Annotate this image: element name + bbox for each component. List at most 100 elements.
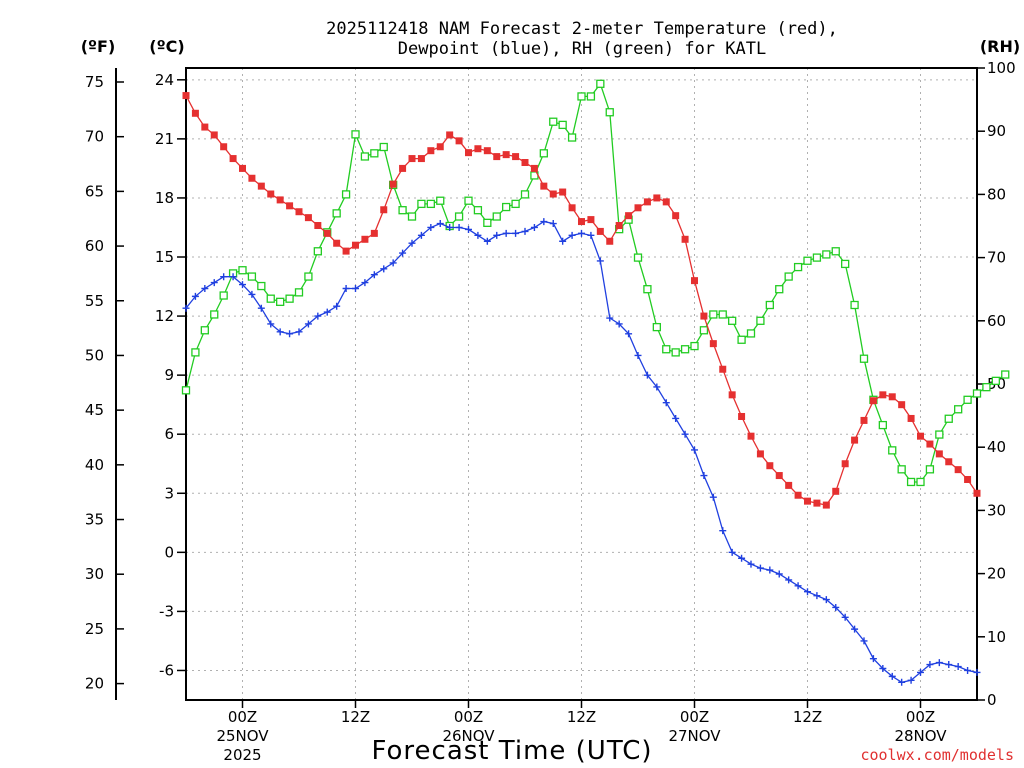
rh-point	[775, 285, 784, 294]
fahrenheit-axis: 75 70 65 60 55 50 45 40 35 30 25 20	[85, 73, 124, 693]
rh-point	[181, 386, 191, 395]
rh-point	[454, 212, 464, 221]
dewpoint-point	[493, 231, 501, 239]
temperature-point	[323, 229, 331, 237]
rh-line	[185, 82, 1006, 483]
rh-point	[351, 130, 360, 139]
dewpoint-point	[201, 285, 209, 293]
dewpoint-point	[832, 603, 840, 611]
rh-point	[266, 294, 275, 303]
temperature-point	[643, 198, 651, 206]
temperature-point	[728, 391, 736, 399]
rh-point	[784, 272, 793, 281]
rh-point	[699, 326, 709, 335]
dewpoint-point	[559, 237, 567, 245]
rh-point	[558, 120, 567, 130]
x-axis-label: Forecast Time (UTC)	[371, 736, 652, 766]
temperature-point	[832, 487, 840, 495]
celsius-tick-label: 15	[155, 248, 174, 266]
temperature-point	[380, 206, 388, 214]
dewpoint-point	[813, 592, 821, 600]
temperature-point	[822, 501, 830, 509]
dewpoint-point	[907, 676, 915, 684]
temperature-point	[907, 414, 915, 422]
rh-point	[539, 149, 548, 158]
rh-point	[972, 389, 982, 398]
date-tick-label: 25NOV	[216, 727, 269, 745]
temperature-point	[709, 340, 717, 348]
temperature-point	[747, 432, 755, 440]
temperature-point	[370, 229, 378, 237]
temperature-point	[493, 153, 501, 161]
dewpoint-point	[775, 570, 783, 578]
temperature-point	[304, 214, 312, 222]
temperature-point	[917, 432, 924, 440]
dewpoint-point	[888, 672, 896, 680]
rh-point	[502, 202, 511, 212]
temperature-point	[719, 365, 727, 373]
dewpoint-point	[917, 668, 924, 676]
rh-point	[803, 256, 812, 265]
rh-tick-label: 20	[987, 565, 1006, 583]
dewpoint-point	[361, 279, 369, 287]
dewpoint-point	[286, 330, 294, 338]
rh-point	[906, 477, 916, 487]
temperature-point	[239, 164, 246, 172]
rh-point	[690, 341, 699, 351]
dewpoint-point	[427, 223, 435, 231]
dewpoint-point	[304, 320, 312, 328]
dewpoint-point	[804, 588, 811, 596]
temperature-series	[182, 92, 981, 509]
rh-tick-label: 80	[987, 185, 1006, 203]
dewpoint-point	[465, 225, 472, 233]
rh-point	[247, 272, 257, 281]
temperature-point	[804, 497, 811, 505]
temperature-point	[935, 450, 943, 458]
dewpoint-point	[879, 664, 887, 672]
dewpoint-point	[643, 371, 651, 379]
rh-point	[313, 247, 322, 256]
dewpoint-point	[625, 330, 633, 338]
rh-point	[1001, 370, 1010, 379]
temperature-point	[785, 481, 793, 489]
temperature-point	[267, 190, 275, 198]
rh-point	[577, 92, 586, 101]
rh-point	[643, 285, 652, 294]
temperature-point	[417, 155, 425, 163]
temperature-point	[314, 222, 322, 230]
rh-point	[605, 108, 614, 117]
temperature-point	[756, 450, 764, 458]
temperature-point	[587, 216, 595, 224]
temperature-point	[436, 143, 444, 151]
rh-point	[822, 250, 831, 259]
rh-point	[963, 395, 972, 404]
dewpoint-point	[860, 637, 868, 645]
dewpoint-point	[606, 314, 614, 322]
temperature-point	[869, 397, 877, 405]
temperature-point	[521, 159, 529, 167]
dewpoint-point	[898, 678, 906, 686]
temperature-point	[700, 312, 708, 320]
fahrenheit-tick-label: 35	[85, 511, 104, 529]
dewpoint-point	[399, 249, 407, 257]
rh-point	[483, 218, 492, 227]
rh-point	[878, 420, 887, 430]
temperature-point	[691, 277, 698, 285]
rh-point	[294, 288, 304, 297]
rh-tick-label: 0	[987, 691, 997, 709]
celsius-tick-label: 18	[155, 189, 174, 207]
dewpoint-point	[841, 613, 849, 621]
dewpoint-point	[417, 231, 425, 239]
dewpoint-series	[182, 218, 981, 686]
dewpoint-point	[474, 231, 482, 239]
dewpoint-point	[615, 320, 623, 328]
fahrenheit-unit-label: (ºF)	[81, 37, 116, 56]
temperature-point	[540, 182, 548, 190]
dewpoint-point	[239, 281, 246, 289]
dewpoint-point	[380, 265, 388, 273]
rh-point	[850, 300, 859, 310]
fahrenheit-tick-label: 45	[85, 401, 104, 419]
temperature-point	[286, 202, 294, 210]
temperature-point	[408, 155, 416, 163]
